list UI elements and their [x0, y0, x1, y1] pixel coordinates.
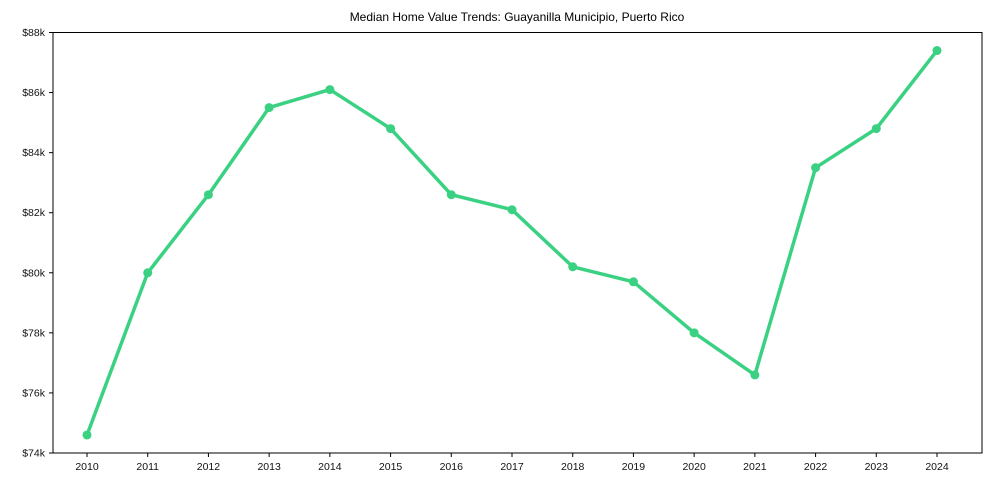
x-tick-label: 2022 [804, 461, 828, 473]
data-point-2014 [325, 85, 335, 95]
y-tick-label: $74k [22, 448, 46, 460]
data-point-2010 [82, 430, 92, 440]
plot-border [52, 32, 983, 454]
data-point-2016 [446, 190, 456, 200]
data-point-2018 [568, 262, 578, 272]
x-tick-label: 2011 [136, 461, 159, 473]
x-tick-label: 2021 [743, 461, 767, 473]
x-tick-label: 2019 [622, 461, 646, 473]
x-tick-label: 2020 [682, 461, 706, 473]
data-point-2022 [811, 163, 821, 173]
data-point-2015 [386, 124, 396, 134]
y-tick-label: $76k [22, 387, 46, 399]
y-tick-label: $84k [22, 147, 46, 159]
x-tick-label: 2018 [561, 461, 585, 473]
data-point-2019 [628, 277, 638, 287]
data-point-2020 [689, 328, 699, 338]
x-tick-label: 2017 [500, 461, 524, 473]
data-point-2021 [750, 370, 760, 380]
x-tick-label: 2023 [865, 461, 889, 473]
y-tick-label: $88k [22, 27, 46, 39]
series-line [85, 48, 939, 437]
chart-title: Median Home Value Trends: Guayanilla Mun… [350, 10, 685, 24]
x-tick-label: 2015 [379, 461, 403, 473]
y-tick-label: $78k [22, 327, 46, 339]
x-tick-label: 2013 [257, 461, 281, 473]
y-tick-label: $86k [22, 87, 46, 99]
x-tick-label: 2014 [318, 461, 342, 473]
x-tick-label: 2010 [75, 461, 99, 473]
data-point-2011 [143, 268, 153, 278]
y-tick-label: $82k [22, 207, 46, 219]
x-tick-label: 2024 [925, 461, 949, 473]
data-point-2017 [507, 205, 517, 215]
x-tick-label: 2016 [440, 461, 464, 473]
y-tick-label: $80k [22, 267, 46, 279]
data-point-2012 [203, 190, 213, 200]
data-point-2013 [264, 103, 274, 113]
data-point-2024 [932, 46, 942, 56]
data-point-2023 [871, 124, 881, 134]
x-tick-label: 2012 [197, 461, 221, 473]
